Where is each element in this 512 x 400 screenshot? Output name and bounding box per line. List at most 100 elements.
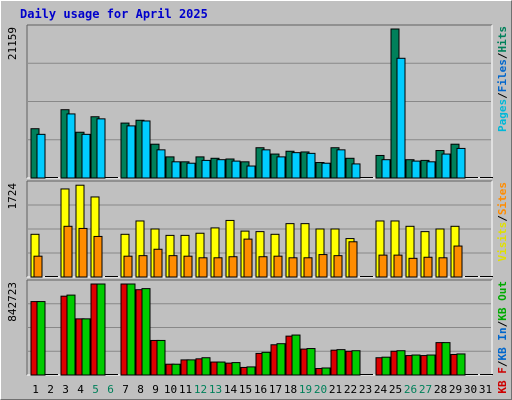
bar-hits-pages — [171, 161, 181, 179]
bar-hits-pages — [96, 118, 106, 179]
bar-hits-hits-empty — [45, 177, 58, 178]
x-tick-label: 8 — [137, 383, 144, 396]
bar-kbytes-kb-out — [126, 283, 136, 376]
legend-entry: Hits — [496, 26, 509, 53]
bar-visits-sites — [258, 256, 268, 278]
bar-kbytes-kb-out — [336, 349, 346, 376]
bar-hits-pages — [36, 133, 46, 179]
bar-visits-sites — [333, 255, 343, 278]
panel-visits-legend: Visits/Sites — [496, 182, 509, 262]
legend-entry: Files — [496, 59, 509, 92]
bar-visits-visits-empty — [105, 276, 118, 277]
bar-visits-sites — [33, 255, 43, 278]
bar-hits-pages — [216, 159, 226, 179]
chart-title: Daily usage for April 2025 — [20, 7, 208, 21]
panel-kbytes-max-label: 842723 — [6, 282, 19, 322]
x-tick-label: 14 — [224, 383, 238, 396]
bar-hits-pages — [261, 149, 271, 179]
bar-visits-sites — [138, 255, 148, 278]
bar-kbytes-kb-out — [456, 353, 466, 376]
bar-hits-pages — [336, 149, 346, 179]
legend-entry: KB Out — [496, 281, 509, 321]
bar-kbytes-kb-out — [351, 350, 361, 376]
x-tick-label: 30 — [464, 383, 477, 396]
bar-kbytes-kb-f-empty — [480, 374, 493, 375]
bar-kbytes-kb-out — [216, 361, 226, 376]
bar-kbytes-kb-out — [441, 342, 451, 376]
bar-hits-hits-empty — [105, 177, 118, 178]
x-tick-label: 21 — [329, 383, 342, 396]
bar-kbytes-kb-out — [81, 318, 91, 376]
x-tick-label: 15 — [239, 383, 252, 396]
x-tick-label: 9 — [152, 383, 159, 396]
x-tick-label: 2 — [47, 383, 54, 396]
legend-entry: / — [496, 320, 509, 327]
bar-visits-sites — [198, 257, 208, 278]
bar-kbytes-kb-out — [321, 367, 331, 376]
bar-kbytes-kb-out — [66, 294, 76, 376]
x-tick-label: 25 — [389, 383, 402, 396]
x-tick-label: 3 — [62, 383, 69, 396]
bar-visits-sites — [213, 257, 223, 278]
bar-visits-sites — [288, 257, 298, 278]
legend-entry: KB In — [496, 327, 509, 360]
bar-hits-pages — [81, 133, 91, 179]
bar-hits-hits-empty — [480, 177, 493, 178]
x-tick-label: 1 — [32, 383, 39, 396]
x-tick-label: 4 — [77, 383, 84, 396]
bar-hits-pages — [276, 156, 286, 179]
bar-hits-pages — [201, 159, 211, 179]
bar-hits-pages — [321, 162, 331, 179]
panel-kbytes-legend: KB F/KB In/KB Out — [496, 281, 509, 394]
bar-kbytes-kb-out — [201, 357, 211, 376]
x-tick-label: 11 — [179, 383, 192, 396]
bar-kbytes-kb-out — [36, 301, 46, 376]
bar-hits-pages — [426, 161, 436, 179]
x-tick-label: 6 — [107, 383, 114, 396]
bar-hits-pages — [141, 120, 151, 179]
bar-kbytes-kb-f-empty — [45, 374, 58, 375]
legend-entry: / — [496, 360, 509, 367]
x-tick-label: 19 — [299, 383, 312, 396]
bar-visits-visits-empty — [360, 276, 373, 277]
legend-entry: / — [496, 92, 509, 99]
bar-kbytes-kb-f-empty — [360, 374, 373, 375]
bar-hits-hits-empty — [360, 177, 373, 178]
bar-hits-pages — [291, 152, 301, 179]
bar-visits-sites — [93, 235, 103, 278]
bar-hits-hits-empty — [465, 177, 478, 178]
legend-entry: / — [496, 52, 509, 59]
x-tick-label: 7 — [122, 383, 129, 396]
bar-visits-sites — [78, 227, 88, 278]
bar-kbytes-kb-f-empty — [465, 374, 478, 375]
bar-hits-pages — [441, 153, 451, 179]
bar-hits-pages — [411, 160, 421, 179]
bar-hits-pages — [381, 159, 391, 179]
x-tick-label: 20 — [314, 383, 327, 396]
x-tick-label: 26 — [404, 383, 417, 396]
bar-kbytes-kb-out — [381, 356, 391, 376]
bar-visits-sites — [243, 238, 253, 278]
bar-visits-sites — [168, 255, 178, 278]
bar-kbytes-kb-out — [426, 354, 436, 376]
bar-visits-sites — [228, 256, 238, 278]
x-tick-label: 23 — [359, 383, 372, 396]
legend-entry: / — [496, 215, 509, 222]
bar-hits-pages — [396, 57, 406, 179]
bar-kbytes-kb-out — [141, 288, 151, 376]
bar-visits-sites — [393, 254, 403, 278]
x-tick-label: 17 — [269, 383, 282, 396]
bar-kbytes-kb-out — [291, 334, 301, 376]
bar-hits-pages — [126, 125, 136, 179]
bar-kbytes-kb-out — [261, 351, 271, 376]
x-tick-label: 13 — [209, 383, 222, 396]
bar-visits-sites — [303, 257, 313, 278]
bar-visits-sites — [63, 225, 73, 278]
bar-kbytes-kb-out — [156, 339, 166, 376]
x-tick-label: 27 — [419, 383, 432, 396]
bar-hits-pages — [351, 163, 361, 179]
panel-hits-max-label: 21159 — [6, 27, 19, 60]
bar-kbytes-kb-out — [411, 354, 421, 376]
